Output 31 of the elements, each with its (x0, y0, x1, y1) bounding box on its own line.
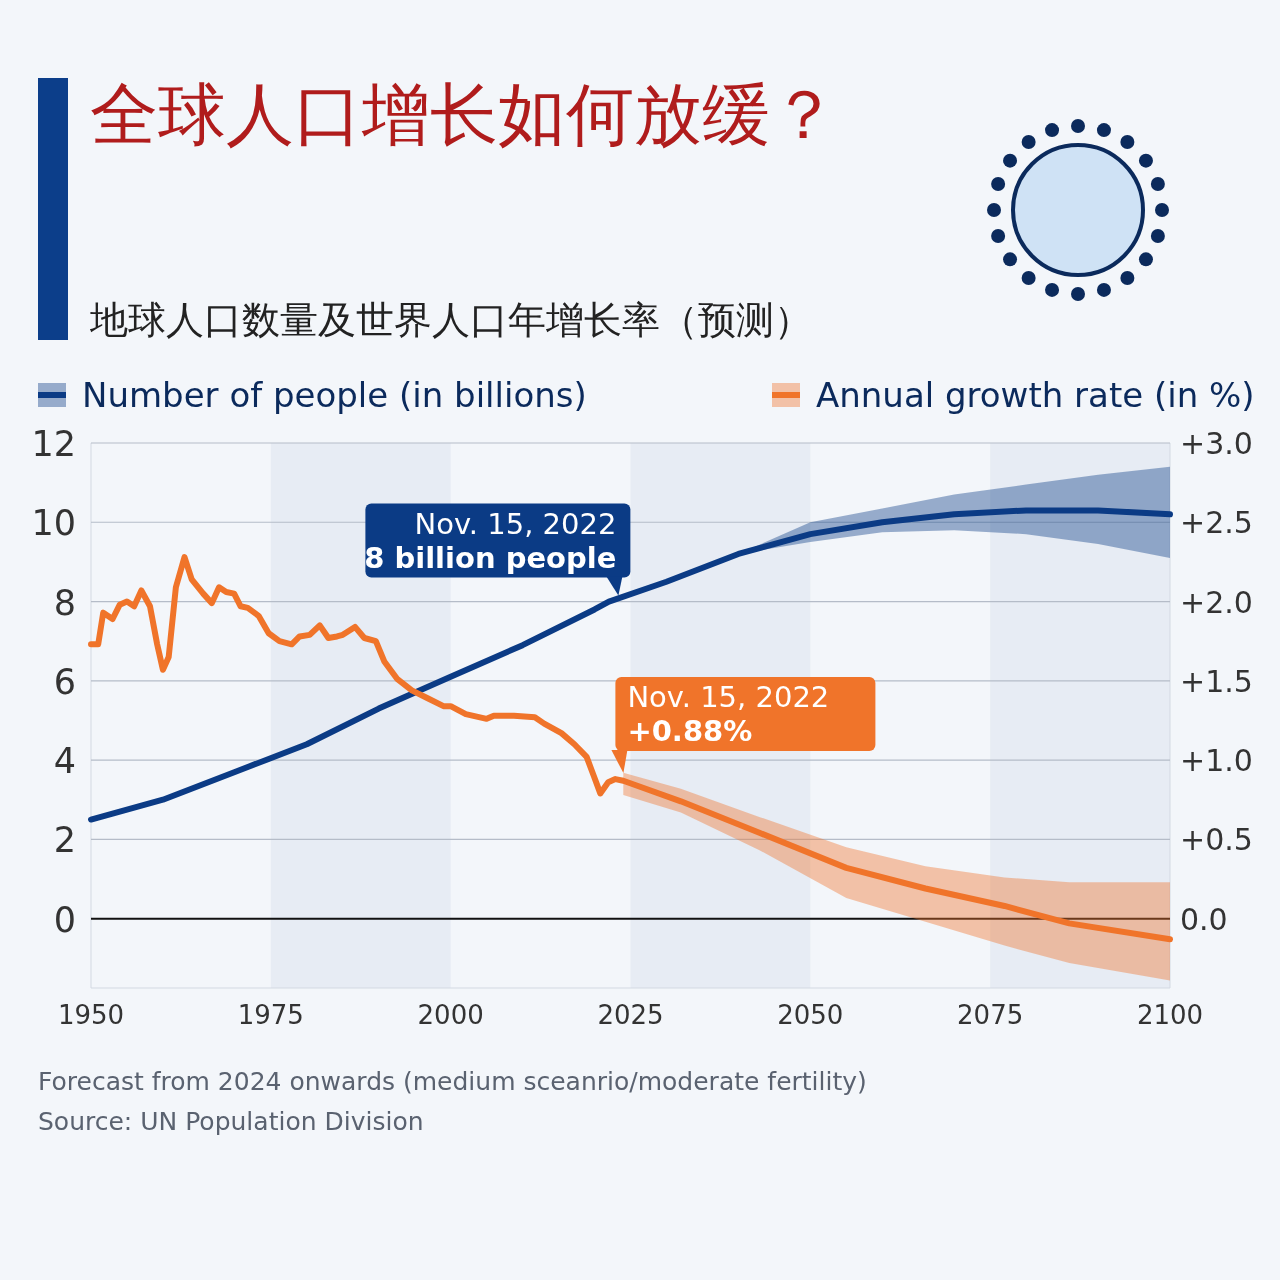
y-tick-label: 0 (53, 899, 76, 940)
x-tick-label: 2100 (1136, 1000, 1204, 1030)
x-tick-label: 1975 (237, 1000, 304, 1030)
chart-title: 全球人口增长如何放缓？ (90, 75, 838, 154)
y-tick-label: 10 (31, 503, 76, 544)
y2-tick-label: +3.0 (1180, 426, 1253, 461)
y-tick-label: 8 (53, 582, 76, 623)
x-tick-label: 1950 (57, 1000, 125, 1030)
x-tick-label: 2075 (957, 1000, 1024, 1030)
legend-label: Annual growth rate (in %) (816, 375, 1255, 415)
y2-tick-label: 0.0 (1180, 901, 1228, 937)
y-tick-label: 12 (31, 424, 76, 464)
y2-tick-label: +2.5 (1180, 505, 1253, 541)
text: Forecast from 2024 onwards (medium sceanrio/moderate fertility) (38, 1067, 867, 1096)
y-tick-label: 2 (53, 820, 76, 861)
y2-tick-label: +1.0 (1180, 743, 1253, 779)
y2-tick-label: +0.5 (1180, 822, 1253, 858)
y-tick-label: 4 (53, 741, 76, 782)
source-note: Source: UN Population Division (38, 1107, 424, 1136)
x-tick-label: 2025 (597, 1000, 664, 1030)
chart-subtitle: 地球人口数量及世界人口年增长率（预测） (89, 298, 812, 342)
x-tick-label: 2000 (417, 1000, 484, 1030)
callout: Nov. 15, 2022 8 billion people (364, 503, 631, 596)
y2-tick-label: +1.5 (1180, 663, 1253, 699)
annotation: Nov. 15, 2022 +0.88% (627, 680, 830, 749)
callout: Nov. 15, 2022 +0.88% (611, 677, 876, 774)
x-tick-label: 2050 (777, 1000, 844, 1030)
legend-label: Number of people (in billions) (82, 375, 587, 415)
y-tick-label: 6 (53, 661, 76, 702)
y2-tick-label: +2.0 (1180, 584, 1253, 620)
annotation: Nov. 15, 2022 8 billion people (364, 506, 617, 575)
